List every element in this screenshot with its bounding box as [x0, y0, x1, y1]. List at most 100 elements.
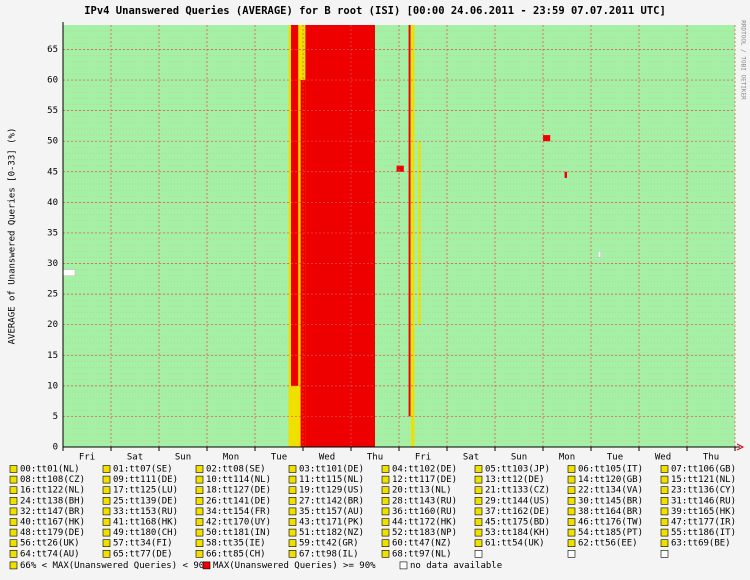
legend-swatch	[9, 465, 18, 473]
legend-swatch	[660, 528, 669, 537]
legend-label: 58:tt35(IE)	[206, 539, 266, 549]
x-tick-label: Mon	[223, 453, 239, 463]
heat-cell	[305, 25, 375, 447]
x-tick-label: Sat	[463, 453, 479, 463]
legend-swatch	[9, 518, 18, 526]
legend-swatch	[288, 486, 297, 495]
legend-swatch	[102, 496, 111, 505]
legend-label: 38:tt164(BR)	[578, 507, 643, 517]
legend-label: 35:tt157(AU)	[299, 507, 364, 517]
legend-swatch	[474, 528, 483, 537]
legend-swatch	[288, 507, 297, 516]
legend-swatch	[381, 528, 390, 537]
watermark: RRDTOOL / TOBI OETIKER	[740, 20, 747, 100]
legend-swatch	[399, 561, 408, 570]
legend-label: 03:tt101(DE)	[299, 465, 364, 475]
y-tick-label: 55	[47, 106, 58, 116]
legend-empty	[567, 549, 576, 558]
x-tick-label: Thu	[703, 453, 719, 463]
y-tick-label: 0	[53, 443, 58, 453]
x-tick-label: Sun	[511, 453, 527, 463]
legend-swatch	[9, 561, 18, 570]
legend-swatch	[195, 528, 204, 537]
legend-label: 06:tt105(IT)	[578, 465, 643, 475]
legend-swatch	[381, 518, 390, 526]
legend-swatch	[195, 475, 204, 484]
legend-label: 30:tt145(BR)	[578, 496, 643, 506]
legend-swatch	[660, 507, 669, 516]
legend-swatch	[195, 496, 204, 505]
x-tick-label: Thu	[367, 453, 383, 463]
y-tick-label: 45	[47, 167, 58, 177]
legend-label: 12:tt117(DE)	[392, 475, 457, 485]
y-tick-label: 20	[47, 320, 58, 330]
legend-label: 55:tt186(IT)	[671, 528, 736, 538]
y-tick-label: 50	[47, 137, 58, 147]
legend-swatch	[9, 496, 18, 505]
legend-label: 47:tt177(IR)	[671, 518, 736, 528]
legend-label: 40:tt167(HK)	[20, 518, 85, 528]
legend-label: 51:tt182(NZ)	[299, 528, 364, 538]
legend-label: 24:tt138(BH)	[20, 496, 85, 506]
legend-label: 39:tt165(HK)	[671, 507, 736, 517]
legend-swatch	[288, 465, 297, 473]
legend-swatch	[202, 561, 211, 570]
legend-label: 19:tt129(US)	[299, 486, 364, 496]
legend-label: 08:tt108(CZ)	[20, 475, 85, 485]
legend-swatch	[474, 496, 483, 505]
legend-label: 65:tt77(DE)	[113, 549, 173, 559]
legend-swatch	[660, 486, 669, 495]
legend-swatch	[195, 465, 204, 473]
legend-swatch	[660, 465, 669, 473]
legend-label: 31:tt146(RU)	[671, 496, 736, 506]
x-tick-label: Sun	[175, 453, 191, 463]
legend-swatch	[288, 496, 297, 505]
legend-swatch	[195, 549, 204, 558]
legend-label: 68:tt97(NL)	[392, 549, 452, 559]
y-tick-label: 40	[47, 198, 58, 208]
x-tick-label: Fri	[79, 453, 95, 463]
legend-swatch	[195, 507, 204, 516]
legend-label: 07:tt106(GB)	[671, 465, 736, 475]
legend-swatch	[9, 528, 18, 537]
legend-swatch	[381, 486, 390, 495]
y-tick-label: 25	[47, 290, 58, 300]
legend-label: 33:tt153(RU)	[113, 507, 178, 517]
legend-label: 18:tt127(DE)	[206, 486, 271, 496]
legend-swatch	[567, 486, 576, 495]
legend-swatch	[474, 518, 483, 526]
legend-label: 01:tt07(SE)	[113, 465, 173, 475]
legend-swatch	[9, 539, 18, 548]
legend-label: 49:tt180(CH)	[113, 528, 178, 538]
legend-swatch	[474, 465, 483, 473]
legend-swatch	[474, 539, 483, 548]
legend-label: 27:tt142(BR)	[299, 496, 364, 506]
legend-label: MAX(Unanswered Queries) >= 90%	[213, 561, 376, 571]
legend-swatch	[102, 507, 111, 516]
legend-label: 61:tt54(UK)	[485, 539, 545, 549]
heat-cell	[291, 25, 299, 386]
legend-swatch	[288, 528, 297, 537]
legend-swatch	[660, 475, 669, 484]
heat-cell	[396, 165, 404, 172]
legend-label: 25:tt139(DE)	[113, 496, 178, 506]
legend-swatch	[102, 486, 111, 495]
legend-swatch	[567, 507, 576, 516]
y-tick-label: 5	[53, 412, 58, 422]
legend-label: 64:tt74(AU)	[20, 549, 80, 559]
y-tick-label: 35	[47, 228, 58, 238]
legend-label: 17:tt125(LU)	[113, 486, 178, 496]
legend-swatch	[474, 475, 483, 484]
legend-label: 54:tt185(PT)	[578, 528, 643, 538]
x-tick-label: Tue	[271, 453, 287, 463]
legend-empty	[660, 549, 669, 558]
legend-swatch	[381, 496, 390, 505]
plot-area	[63, 25, 735, 447]
heat-cell	[411, 25, 415, 447]
legend-swatch	[9, 486, 18, 495]
legend-swatch	[102, 465, 111, 473]
legend-label: no data available	[410, 561, 502, 571]
legend-swatch	[567, 475, 576, 484]
x-tick-label: Sat	[127, 453, 143, 463]
legend-swatch	[102, 549, 111, 558]
